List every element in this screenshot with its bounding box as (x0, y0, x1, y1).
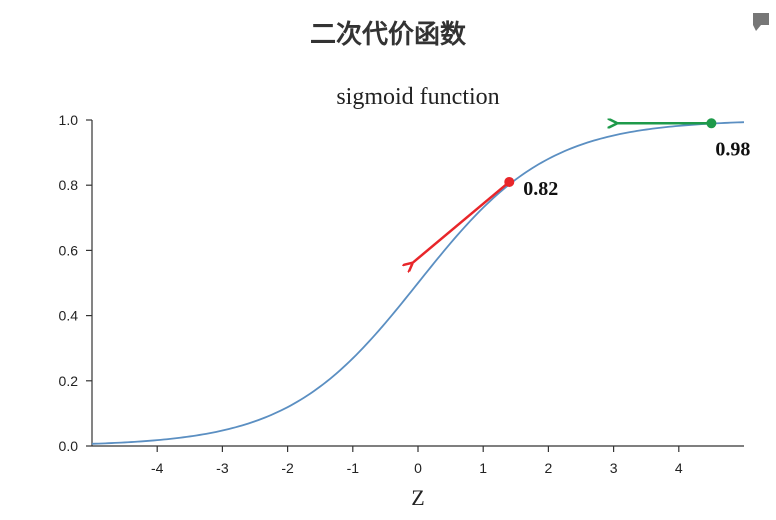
red-point-marker (504, 176, 515, 187)
x-tick-label: -2 (281, 460, 294, 476)
x-tick-label: 2 (545, 460, 553, 476)
page-title: 二次代价函数 (309, 20, 466, 50)
red-gradient-arrow (411, 180, 511, 264)
chart-title: sigmoid function (336, 84, 499, 110)
y-tick-label: 0.8 (59, 177, 79, 193)
x-tick-label: -4 (151, 460, 164, 476)
x-tick-label: 3 (610, 460, 618, 476)
annotation-0-98: 0.98 (715, 138, 750, 160)
x-axis-label: Z (411, 485, 424, 510)
x-tick-label: -1 (347, 460, 360, 476)
sigmoid-curve (91, 121, 745, 445)
x-tick-label: 1 (479, 460, 487, 476)
x-tick-label: 4 (675, 460, 683, 476)
x-tick-label: -3 (216, 460, 229, 476)
annotation-0-82: 0.82 (523, 178, 558, 200)
green-point-marker (706, 118, 717, 129)
y-tick-label: 0.6 (59, 242, 79, 258)
y-tick-label: 0.4 (59, 308, 79, 324)
x-tick-label: 0 (414, 460, 422, 476)
y-tick-label: 0.0 (59, 438, 79, 454)
slide-corner-icon (753, 13, 769, 31)
y-tick-label: 1.0 (59, 112, 79, 128)
y-tick-label: 0.2 (59, 373, 79, 389)
